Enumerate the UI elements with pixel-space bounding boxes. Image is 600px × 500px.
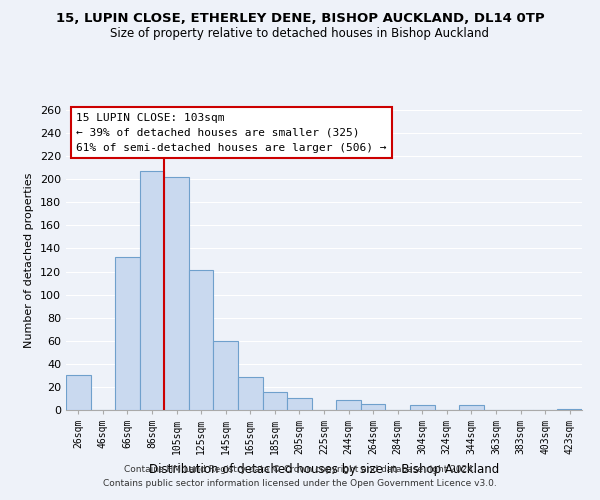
Bar [557, 409, 582, 410]
Bar [336, 400, 361, 410]
Text: 15, LUPIN CLOSE, ETHERLEY DENE, BISHOP AUCKLAND, DL14 0TP: 15, LUPIN CLOSE, ETHERLEY DENE, BISHOP A… [56, 12, 544, 26]
Bar [410, 406, 434, 410]
Bar [115, 256, 140, 410]
X-axis label: Distribution of detached houses by size in Bishop Auckland: Distribution of detached houses by size … [149, 462, 499, 475]
Bar [164, 177, 189, 410]
Bar [263, 392, 287, 410]
Bar [140, 171, 164, 410]
Bar [361, 404, 385, 410]
Bar [66, 376, 91, 410]
Bar [189, 270, 214, 410]
Bar [214, 341, 238, 410]
Text: 15 LUPIN CLOSE: 103sqm
← 39% of detached houses are smaller (325)
61% of semi-de: 15 LUPIN CLOSE: 103sqm ← 39% of detached… [76, 113, 387, 152]
Y-axis label: Number of detached properties: Number of detached properties [25, 172, 34, 348]
Bar [238, 376, 263, 410]
Bar [459, 406, 484, 410]
Bar [287, 398, 312, 410]
Text: Contains HM Land Registry data © Crown copyright and database right 2024.
Contai: Contains HM Land Registry data © Crown c… [103, 466, 497, 487]
Text: Size of property relative to detached houses in Bishop Auckland: Size of property relative to detached ho… [110, 28, 490, 40]
